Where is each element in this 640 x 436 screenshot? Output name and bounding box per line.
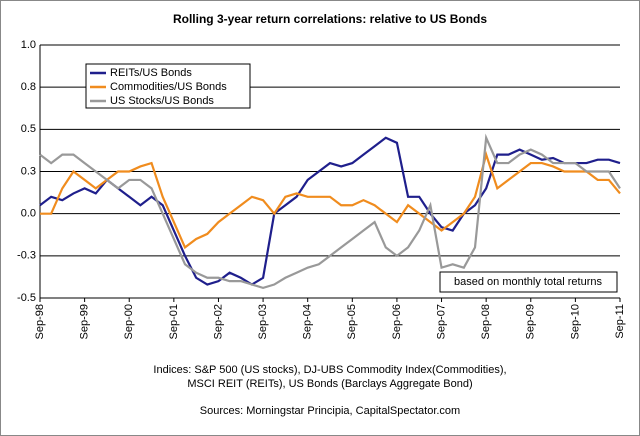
note: Indices: S&P 500 (US stocks), DJ-UBS Com… <box>153 364 506 376</box>
x-tick-label: Sep-05 <box>346 304 358 339</box>
x-tick-label: Sep-08 <box>480 304 492 339</box>
y-tick-label: -0.5 <box>17 292 36 304</box>
x-tick-label: Sep-04 <box>302 304 314 339</box>
legend-label: Commodities/US Bonds <box>110 81 227 93</box>
series-line <box>40 150 621 250</box>
x-tick-label: Sep-11 <box>614 304 626 339</box>
x-tick-label: Sep-01 <box>168 304 180 339</box>
series-line <box>39 136 621 286</box>
y-tick-label: 0.0 <box>21 208 36 220</box>
y-tick-label: 1.0 <box>21 39 36 51</box>
x-tick-label: Sep-00 <box>123 304 135 339</box>
x-tick-label: Sep-06 <box>391 304 403 339</box>
x-tick-label: Sep-98 <box>34 304 46 339</box>
y-tick-label: 0.8 <box>21 81 36 93</box>
legend-box <box>85 63 251 109</box>
legend-label: US Stocks/US Bonds <box>110 95 214 107</box>
x-tick-label: Sep-10 <box>569 304 581 339</box>
series-line <box>39 133 621 290</box>
x-tick-label: Sep-09 <box>525 304 537 339</box>
source: Sources: Morningstar Principia, CapitalS… <box>200 405 460 417</box>
y-tick-label: -0.3 <box>17 250 36 262</box>
y-tick-label: 0.5 <box>21 123 36 135</box>
note: MSCI REIT (REITs), US Bonds (Barclays Ag… <box>187 378 472 390</box>
chart-title: Rolling 3-year return correlations: rela… <box>173 12 487 26</box>
legend-label: REITs/US Bonds <box>110 67 192 79</box>
y-tick-label: 0.3 <box>21 165 36 177</box>
x-tick-label: Sep-07 <box>435 304 447 339</box>
x-tick-label: Sep-03 <box>257 304 269 339</box>
x-tick-label: Sep-02 <box>212 304 224 339</box>
annotation-box <box>439 271 618 293</box>
x-tick-label: Sep-99 <box>79 304 91 339</box>
annotation: based on monthly total returns <box>454 276 602 288</box>
